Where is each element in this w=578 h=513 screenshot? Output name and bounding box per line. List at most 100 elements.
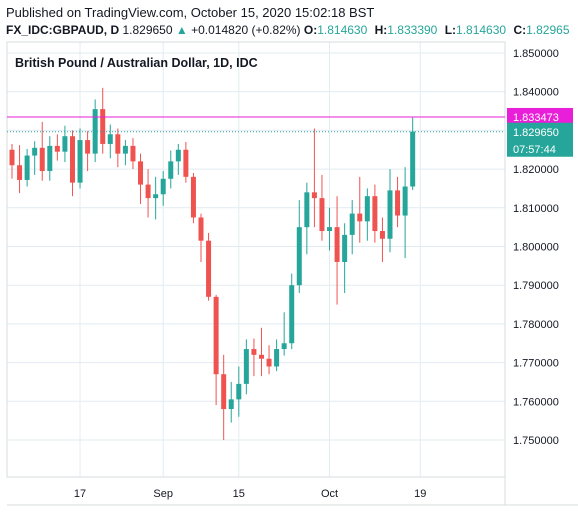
candle-body xyxy=(221,374,227,410)
grid-lines xyxy=(7,42,505,477)
candle-body xyxy=(85,140,91,154)
candle-up[interactable] xyxy=(296,200,302,293)
candle-down[interactable] xyxy=(213,294,219,406)
candle-up[interactable] xyxy=(24,148,30,187)
candle-up[interactable] xyxy=(327,207,333,251)
candle-down[interactable] xyxy=(183,142,189,183)
candle-body xyxy=(296,227,302,286)
candle-down[interactable] xyxy=(266,345,272,375)
candle-up[interactable] xyxy=(402,167,408,259)
candle-body xyxy=(334,227,340,262)
candle-up[interactable] xyxy=(160,171,166,206)
chart-title: British Pound / Australian Dollar, 1D, I… xyxy=(15,56,258,70)
candle-down[interactable] xyxy=(334,196,340,305)
candle-down[interactable] xyxy=(357,176,363,243)
y-tick-label: 1.780000 xyxy=(513,319,559,331)
candle-body xyxy=(69,136,75,183)
candle-body xyxy=(198,217,204,241)
candle-up[interactable] xyxy=(228,381,234,423)
candle-down[interactable] xyxy=(145,169,151,218)
candle-body xyxy=(130,145,136,162)
candle-body xyxy=(379,231,385,239)
candle-body xyxy=(364,196,370,222)
candle-down[interactable] xyxy=(100,87,106,154)
candle-body xyxy=(77,140,83,183)
candle-down[interactable] xyxy=(85,131,91,172)
candle-up[interactable] xyxy=(92,99,98,163)
candle-down[interactable] xyxy=(372,184,378,243)
candle-down[interactable] xyxy=(138,153,144,204)
close-label: C: xyxy=(513,23,527,37)
candle-down[interactable] xyxy=(9,143,15,179)
candle-down[interactable] xyxy=(379,217,385,262)
y-tick-label: 1.790000 xyxy=(513,280,559,292)
candle-down[interactable] xyxy=(17,145,23,194)
candle-body xyxy=(115,134,121,154)
candle-body xyxy=(410,131,416,187)
candle-body xyxy=(213,296,219,375)
candle-down[interactable] xyxy=(69,130,75,197)
candle-body xyxy=(402,186,408,216)
y-tick-label: 1.760000 xyxy=(513,396,559,408)
candle-body xyxy=(228,399,234,410)
candle-up[interactable] xyxy=(274,339,280,372)
candle-up[interactable] xyxy=(122,140,128,166)
published-caption: Published on TradingView.com, October 15… xyxy=(6,5,375,20)
candle-body xyxy=(138,161,144,185)
candle-down[interactable] xyxy=(130,138,136,170)
candle-up[interactable] xyxy=(349,200,355,255)
candle-body xyxy=(258,354,264,359)
x-tick-label: Oct xyxy=(321,488,338,500)
candle-body xyxy=(266,358,272,367)
candle-body xyxy=(327,227,333,232)
candle-up[interactable] xyxy=(236,366,242,417)
candle-down[interactable] xyxy=(319,174,325,241)
candles[interactable] xyxy=(9,87,416,440)
candle-down[interactable] xyxy=(258,327,264,377)
price-axis[interactable]: 1.8500001.8400001.8300001.8200001.810000… xyxy=(513,48,559,447)
candle-down[interactable] xyxy=(251,338,257,377)
candle-body xyxy=(17,165,23,180)
candle-body xyxy=(236,383,242,400)
candle-up[interactable] xyxy=(62,125,68,163)
candle-body xyxy=(107,134,113,144)
candle-up[interactable] xyxy=(47,136,53,181)
candle-down[interactable] xyxy=(395,176,401,228)
candle-body xyxy=(175,149,181,162)
candle-body xyxy=(251,349,257,355)
candle-down[interactable] xyxy=(206,232,212,301)
candle-up[interactable] xyxy=(289,273,295,350)
time-axis[interactable]: 17 Sep 15 Oct 19 xyxy=(74,488,426,500)
candle-up[interactable] xyxy=(342,223,348,293)
candle-down[interactable] xyxy=(39,121,45,181)
candle-up[interactable] xyxy=(387,169,393,253)
candle-body xyxy=(183,149,189,177)
candle-down[interactable] xyxy=(115,128,121,168)
candle-down[interactable] xyxy=(54,134,60,161)
candle-body xyxy=(206,240,212,297)
candle-up[interactable] xyxy=(243,339,249,395)
candle-body xyxy=(92,109,98,154)
symbol-label: FX_IDC:GBPAUD, D xyxy=(6,23,120,37)
candle-up[interactable] xyxy=(175,143,181,175)
candle-up[interactable] xyxy=(32,141,38,175)
candle-up[interactable] xyxy=(168,150,174,189)
candle-down[interactable] xyxy=(190,172,196,224)
candle-body xyxy=(304,192,310,228)
candle-up[interactable] xyxy=(410,117,416,190)
candle-up[interactable] xyxy=(107,124,113,159)
candle-up[interactable] xyxy=(153,176,159,220)
candle-up[interactable] xyxy=(281,312,287,356)
candle-down[interactable] xyxy=(198,213,204,262)
candle-down[interactable] xyxy=(221,354,227,440)
candle-up[interactable] xyxy=(304,182,310,255)
change-value: +0.014820 (+0.82%) xyxy=(191,23,301,37)
candle-body xyxy=(311,192,317,199)
candle-up[interactable] xyxy=(77,128,83,189)
candle-body xyxy=(100,109,106,144)
candle-up[interactable] xyxy=(364,188,370,241)
candle-down[interactable] xyxy=(311,128,317,228)
y-tick-label: 1.810000 xyxy=(513,203,559,215)
open-label: O: xyxy=(303,23,318,37)
